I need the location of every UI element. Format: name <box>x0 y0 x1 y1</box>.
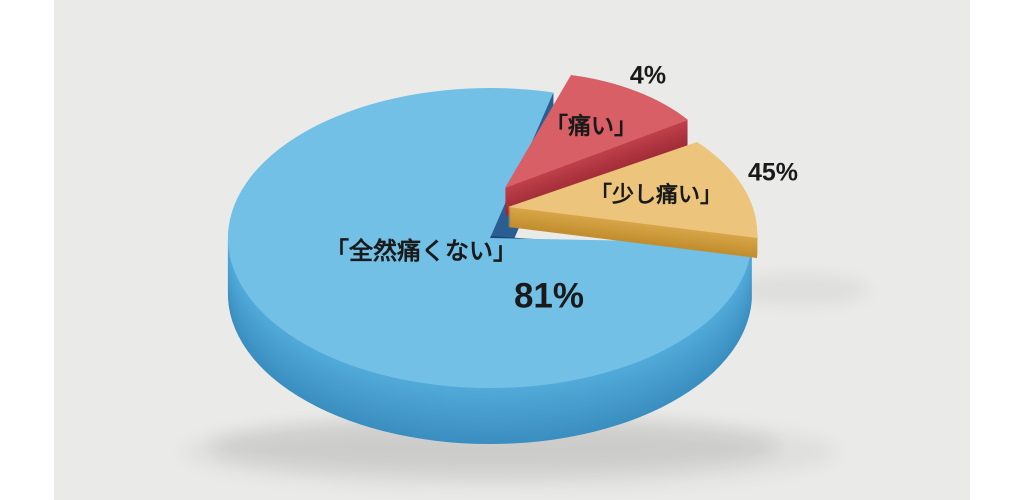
slice-sukoshi-itai-group <box>508 142 758 258</box>
pie-slices <box>227 75 758 445</box>
slice-zenzen-itakunai-group <box>227 88 752 445</box>
slice-itai-top <box>505 75 688 188</box>
slice-value-sukoshi-itai: 45% <box>747 158 799 187</box>
slice-label-itai: 「痛い」 <box>545 112 637 139</box>
slice-value-zenzen-itakunai: 81% <box>513 276 585 316</box>
slice-sukoshi-itai-top <box>508 142 758 238</box>
slice-shadow-right <box>730 275 870 305</box>
slice-itai-group <box>505 75 688 216</box>
slice-value-itai: 4% <box>629 61 667 90</box>
slice-label-zenzen-itakunai: 「全然痛くない」 <box>325 238 517 265</box>
slice-zenzen-itakunai-top <box>227 88 752 389</box>
pie-shadow <box>210 419 780 475</box>
slice-label-sukoshi-itai: 「少し痛い」 <box>589 182 723 207</box>
